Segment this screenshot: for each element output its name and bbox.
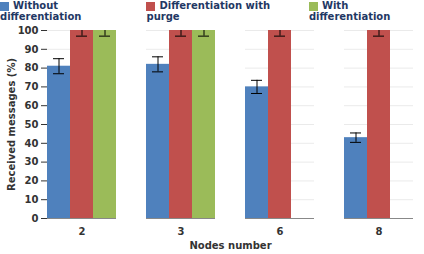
svg-text:100: 100: [18, 25, 39, 36]
svg-text:20: 20: [25, 175, 39, 186]
svg-text:30: 30: [25, 156, 39, 167]
svg-text:80: 80: [25, 62, 39, 73]
svg-text:70: 70: [25, 81, 39, 92]
svg-text:40: 40: [25, 138, 39, 149]
svg-text:8: 8: [376, 226, 383, 237]
svg-text:90: 90: [25, 44, 39, 55]
svg-text:Nodes number: Nodes number: [189, 240, 271, 251]
svg-text:10: 10: [25, 194, 39, 205]
svg-text:Received messages (%): Received messages (%): [6, 58, 17, 191]
svg-text:6: 6: [277, 226, 284, 237]
svg-text:0: 0: [32, 213, 39, 224]
html-text:With differentiation: With differentiation: [308, 0, 391, 22]
svg-text:2: 2: [79, 226, 86, 237]
html-text:Differentiation with purge: Differentiation with purge: [146, 0, 271, 22]
svg-text:3: 3: [178, 226, 185, 237]
svg-text:60: 60: [25, 100, 39, 111]
svg-text:50: 50: [25, 119, 39, 130]
html-text:Without differentiation: Without differentiation: [0, 0, 82, 22]
